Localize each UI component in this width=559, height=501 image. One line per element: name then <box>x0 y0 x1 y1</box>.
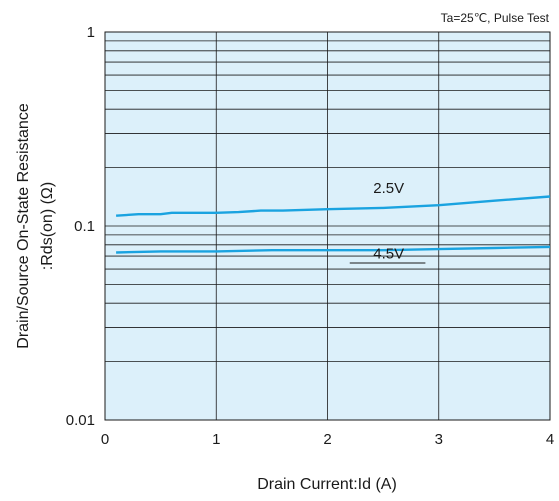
x-axis-label: Drain Current:Id (A) <box>257 476 397 493</box>
x-tick-label: 3 <box>435 431 443 448</box>
x-tick-label: 0 <box>101 431 109 448</box>
tick-labels: 0 1 2 3 4 0.01 0.1 1 <box>66 24 554 448</box>
y-axis-label-line2: :Rds(on) (Ω) <box>39 182 56 270</box>
chart-note: Ta=25℃, Pulse Test <box>441 11 550 25</box>
y-axis-label-line1: Drain/Source On-State Resistance <box>15 103 32 349</box>
x-tick-label: 1 <box>212 431 220 448</box>
y-tick-label: 0.1 <box>74 218 95 235</box>
y-tick-label: 0.01 <box>66 412 95 429</box>
series-line-4.5V <box>116 245 551 254</box>
series-line-2.5V <box>116 195 551 217</box>
x-tick-label: 4 <box>546 431 554 448</box>
grid <box>105 32 550 420</box>
series-label-2.5V: 2.5V <box>373 180 404 197</box>
x-tick-label: 2 <box>323 431 331 448</box>
series-layer: 2.5V 4.5V <box>116 180 551 264</box>
series-label-4.5V: 4.5V <box>373 245 404 262</box>
y-tick-label: 1 <box>87 24 95 41</box>
